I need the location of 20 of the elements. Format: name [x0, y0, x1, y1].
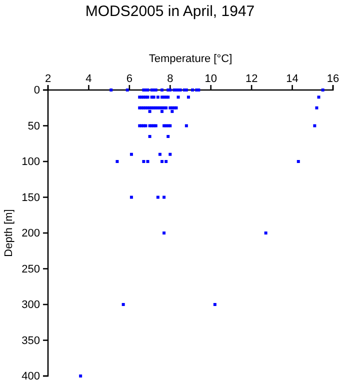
y-axis-title: Depth [m]	[3, 209, 15, 257]
y-tick-label: 100	[22, 156, 40, 168]
x-tick-label: 12	[245, 73, 258, 85]
y-tick-label: 300	[22, 299, 40, 312]
y-tick-label: 150	[22, 192, 40, 204]
y-tick-label: 200	[22, 228, 40, 240]
x-tick-label: 4	[86, 73, 92, 85]
chart-title: MODS2005 in April, 1947	[85, 3, 255, 20]
x-tick-label: 6	[126, 73, 132, 85]
x-tick-label: 2	[44, 73, 52, 85]
x-axis-title: Temperature [°C]	[148, 53, 232, 65]
y-tick-label: 0	[34, 84, 40, 97]
y-tick-label: 350	[22, 334, 40, 347]
y-tick-label: 400	[22, 370, 40, 383]
x-tick-label: 14	[286, 73, 298, 85]
y-tick-label: 50	[28, 120, 40, 132]
x-tick-label: 16	[326, 73, 340, 85]
y-tick-label: 250	[22, 263, 40, 276]
x-tick-label: 8	[167, 73, 174, 85]
x-tick-label: 10	[204, 73, 217, 85]
